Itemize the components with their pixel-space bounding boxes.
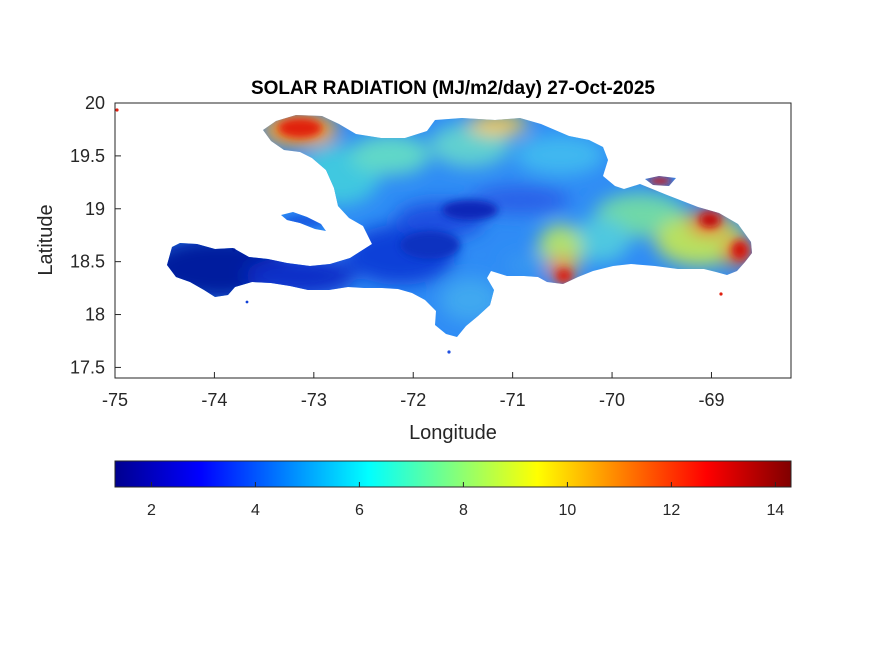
chart-title: SOLAR RADIATION (MJ/m2/day) 27-Oct-2025	[251, 78, 655, 99]
colorbar-ticks: 2 4 6 8 10 12 14	[147, 482, 784, 519]
islet	[232, 248, 236, 252]
y-tick-label: 18	[85, 305, 105, 325]
x-tick-label: -70	[599, 390, 625, 410]
x-tick-label: -71	[500, 390, 526, 410]
map-plot-area: -75 -74 -73 -72 -71 -70 -6917.51818.51919.520 …	[35, 93, 792, 444]
colorbar-tick-label: 12	[663, 502, 681, 519]
islet	[719, 292, 723, 296]
colorbar-tick-label: 2	[147, 502, 156, 519]
colorbar-tick-label: 6	[355, 502, 364, 519]
y-tick-label: 19.5	[70, 146, 105, 166]
islet	[447, 350, 451, 354]
colorbar-gradient	[114, 460, 792, 488]
x-axis-label: Longitude	[409, 422, 497, 444]
colorbar-tick-label: 14	[767, 502, 785, 519]
colorbar: 2 4 6 8 10 12 14	[114, 460, 792, 519]
x-tick-label: -72	[400, 390, 426, 410]
islet	[245, 300, 249, 304]
colorbar-tick-label: 8	[459, 502, 468, 519]
y-tick-label: 17.5	[70, 357, 105, 377]
x-tick-label: -75	[102, 390, 128, 410]
x-tick-label: -69	[698, 390, 724, 410]
colorbar-tick-label: 4	[251, 502, 260, 519]
y-tick-label: 20	[85, 93, 105, 113]
islet	[115, 108, 119, 112]
colorbar-tick-label: 10	[559, 502, 577, 519]
plot-frame	[114, 102, 792, 379]
y-tick-label: 19	[85, 199, 105, 219]
x-tick-label: -73	[301, 390, 327, 410]
y-tick-label: 18.5	[70, 252, 105, 272]
x-tick-label: -74	[201, 390, 227, 410]
axis-ticks: -75 -74 -73 -72 -71 -70 -69 17.5 18 18.5 19 19.5 20	[70, 93, 725, 410]
y-axis-label: Latitude	[35, 204, 57, 275]
